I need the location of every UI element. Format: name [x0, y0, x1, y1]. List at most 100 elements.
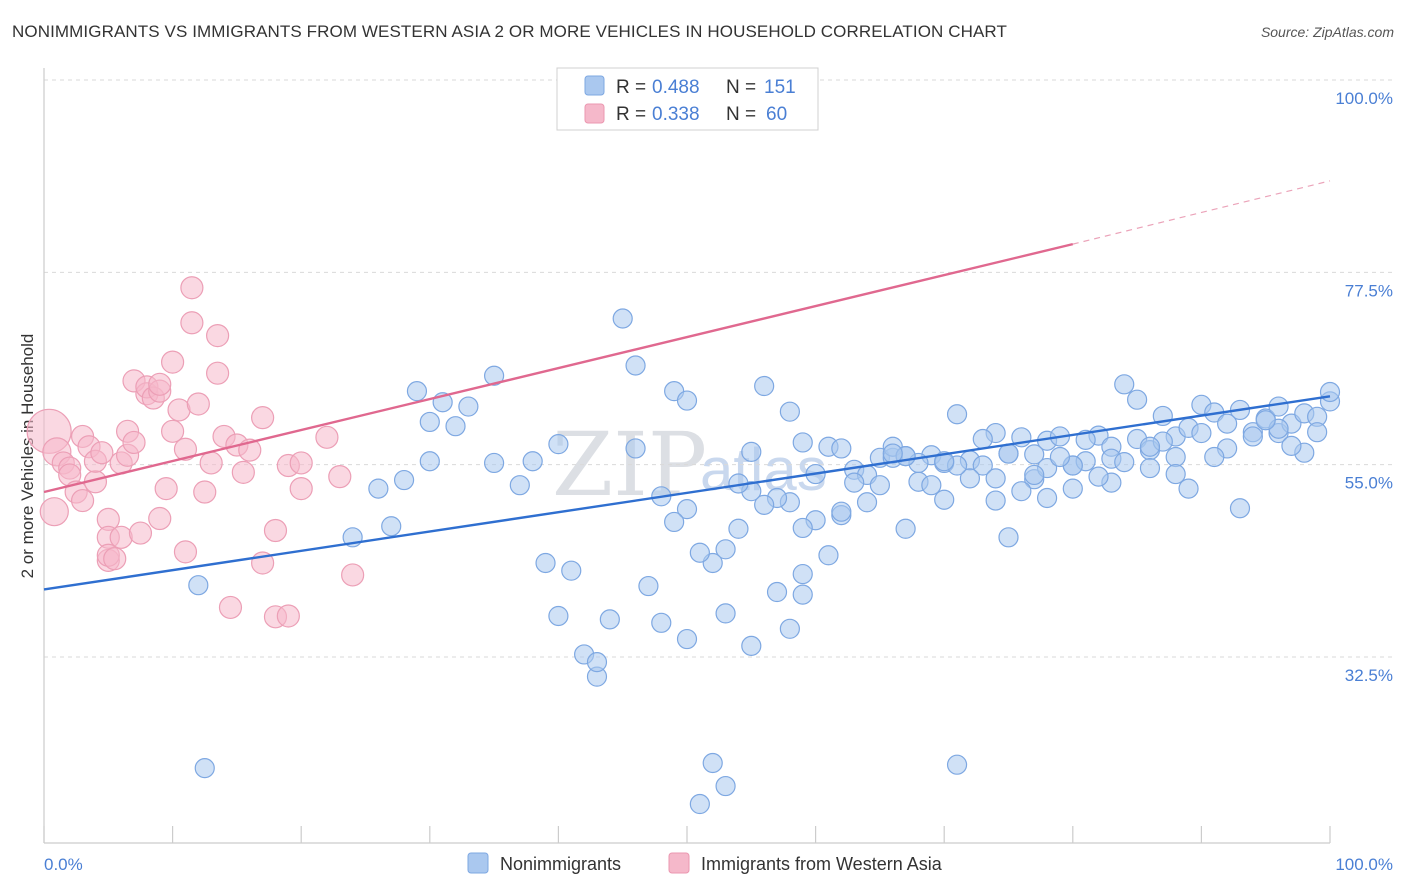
- point-nonimmigrants: [1165, 463, 1186, 485]
- point-nonimmigrants: [1139, 436, 1161, 457]
- point-immigrants: [289, 451, 313, 475]
- bottom-legend-swatch-blue: [467, 852, 489, 874]
- point-nonimmigrants: [934, 489, 955, 510]
- point-nonimmigrants: [612, 308, 633, 329]
- point-nonimmigrants: [792, 517, 813, 539]
- point-immigrants: [193, 480, 217, 504]
- point-nonimmigrants: [1036, 487, 1058, 509]
- point-nonimmigrants: [1088, 466, 1109, 487]
- trend-lines: [43, 180, 1331, 591]
- y-tick-label: 77.5%: [1345, 281, 1393, 300]
- point-nonimmigrants: [522, 451, 543, 472]
- point-nonimmigrants: [651, 612, 672, 633]
- point-nonimmigrants: [1114, 452, 1135, 473]
- point-immigrants: [328, 465, 352, 489]
- point-nonimmigrants: [1011, 481, 1032, 502]
- point-nonimmigrants: [381, 516, 402, 537]
- point-immigrants: [315, 425, 339, 449]
- point-nonimmigrants: [419, 451, 440, 472]
- point-nonimmigrants: [754, 494, 775, 515]
- point-nonimmigrants: [715, 775, 736, 797]
- point-immigrants: [218, 595, 243, 620]
- bottom-legend-label-immigrants: Immigrants from Western Asia: [701, 854, 943, 874]
- point-immigrants: [103, 547, 127, 571]
- point-nonimmigrants: [368, 478, 389, 499]
- top-legend: R = 0.488 N = 151 R = 0.338 N = 60: [556, 67, 819, 131]
- legend-swatch-blue: [584, 75, 605, 96]
- point-nonimmigrants: [599, 609, 620, 630]
- point-nonimmigrants: [946, 754, 968, 775]
- point-nonimmigrants: [548, 434, 569, 455]
- point-nonimmigrants: [509, 475, 530, 496]
- point-nonimmigrants: [702, 752, 723, 774]
- point-nonimmigrants: [946, 404, 968, 425]
- point-immigrants: [199, 451, 223, 475]
- point-nonimmigrants: [972, 455, 993, 476]
- point-nonimmigrants: [535, 552, 556, 574]
- series-immigrants-western-asia: [26, 276, 365, 629]
- point-nonimmigrants: [1255, 410, 1276, 431]
- point-nonimmigrants: [445, 416, 466, 437]
- point-nonimmigrants: [921, 475, 942, 496]
- point-nonimmigrants: [715, 603, 736, 624]
- point-immigrants: [154, 477, 178, 501]
- point-immigrants: [39, 497, 69, 527]
- point-nonimmigrants: [792, 584, 813, 605]
- point-nonimmigrants: [625, 355, 646, 376]
- point-nonimmigrants: [1139, 457, 1161, 479]
- bottom-legend-label-nonimmigrants: Nonimmigrants: [500, 854, 621, 874]
- point-nonimmigrants: [754, 375, 775, 397]
- point-nonimmigrants: [1062, 478, 1083, 499]
- legend-n-value-1: 151: [764, 77, 796, 98]
- legend-r-label-1: R =: [616, 77, 646, 98]
- point-nonimmigrants: [1165, 446, 1186, 468]
- point-immigrants: [263, 518, 288, 543]
- point-nonimmigrants: [676, 628, 698, 650]
- point-nonimmigrants: [779, 618, 800, 639]
- legend-r-value-2: 0.338: [652, 104, 700, 125]
- point-nonimmigrants: [484, 452, 505, 474]
- point-nonimmigrants: [1281, 435, 1302, 456]
- point-nonimmigrants: [188, 575, 209, 596]
- point-nonimmigrants: [638, 575, 659, 597]
- point-nonimmigrants: [561, 560, 582, 581]
- point-nonimmigrants: [1024, 444, 1045, 465]
- point-nonimmigrants: [1049, 446, 1071, 468]
- point-nonimmigrants: [676, 390, 698, 411]
- legend-r-label-2: R =: [616, 104, 646, 125]
- point-nonimmigrants: [484, 365, 505, 386]
- point-immigrants: [70, 488, 95, 513]
- bottom-legend: Nonimmigrants Immigrants from Western As…: [467, 852, 943, 874]
- point-nonimmigrants: [689, 793, 710, 815]
- point-immigrants: [122, 430, 146, 455]
- point-immigrants: [341, 563, 365, 587]
- point-nonimmigrants: [1114, 374, 1135, 395]
- point-nonimmigrants: [818, 545, 839, 566]
- point-nonimmigrants: [934, 451, 955, 472]
- point-nonimmigrants: [1242, 426, 1263, 447]
- y-tick-label: 32.5%: [1345, 666, 1393, 685]
- legend-n-label-2: N =: [726, 104, 756, 125]
- point-nonimmigrants: [895, 518, 916, 539]
- x-tick-label-min: 0.0%: [44, 855, 83, 874]
- point-immigrants: [276, 604, 300, 628]
- point-nonimmigrants: [1204, 446, 1225, 468]
- point-nonimmigrants: [586, 652, 608, 673]
- point-nonimmigrants: [959, 468, 981, 489]
- x-axis-ticks: [43, 826, 1331, 843]
- point-nonimmigrants: [1178, 478, 1199, 499]
- point-nonimmigrants: [406, 381, 428, 402]
- legend-r-value-1: 0.488: [652, 77, 700, 98]
- point-nonimmigrants: [985, 468, 1006, 489]
- point-nonimmigrants: [844, 472, 865, 493]
- point-nonimmigrants: [869, 475, 891, 496]
- point-immigrants: [289, 477, 313, 501]
- point-immigrants: [161, 419, 185, 443]
- point-immigrants: [167, 398, 191, 422]
- point-nonimmigrants: [792, 563, 813, 585]
- point-nonimmigrants: [1024, 464, 1045, 486]
- y-tick-label: 55.0%: [1345, 474, 1393, 493]
- point-immigrants: [231, 460, 255, 484]
- point-nonimmigrants: [741, 635, 762, 656]
